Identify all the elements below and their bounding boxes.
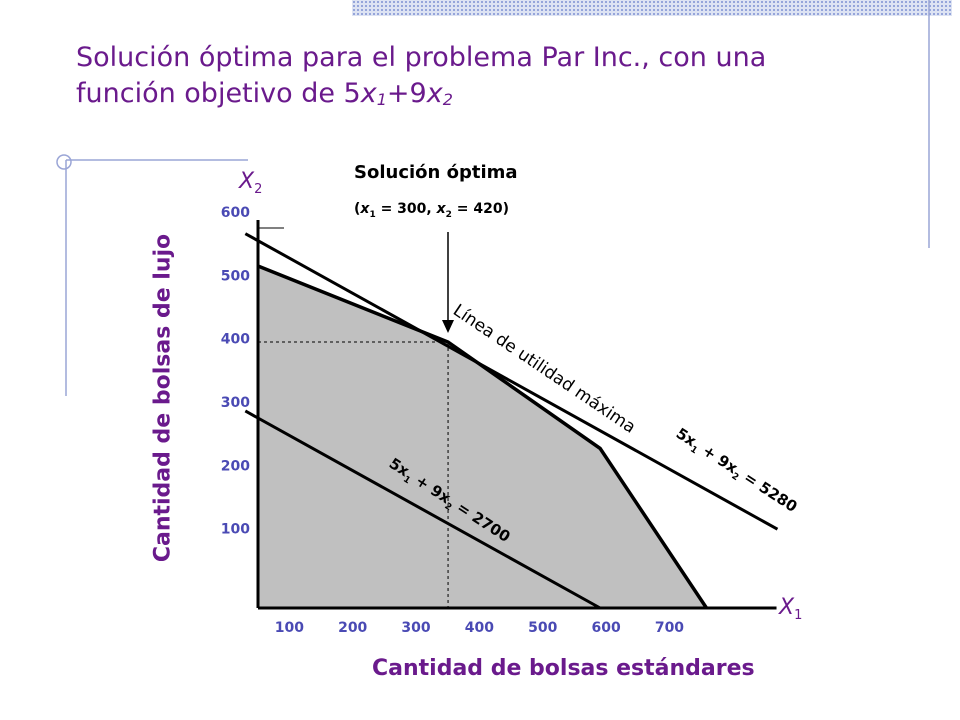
y-tick-label: 400	[221, 332, 250, 348]
y-tick-label: 200	[221, 458, 250, 474]
decorative-header-bar	[352, 0, 952, 16]
optimal-arrow-head	[442, 320, 454, 333]
optimal-solution-coords: (x1 = 300, x2 = 420)	[354, 201, 510, 220]
y-tick-label: 100	[221, 522, 250, 538]
slide-frame-circle	[56, 154, 72, 170]
x-tick-label: 400	[465, 620, 494, 636]
y-tick-label: 500	[221, 268, 250, 284]
x-axis-label: Cantidad de bolsas estándares	[372, 656, 755, 681]
title-line-1: Solución óptima para el problema Par Inc…	[76, 42, 767, 73]
x-tick-label: 500	[528, 620, 557, 636]
x-tick-label: 300	[401, 620, 430, 636]
y-axis-label: Cantidad de bolsas de lujo	[150, 233, 176, 563]
objective-line-2700	[244, 409, 601, 610]
title-mid: +9	[386, 78, 427, 109]
feasible-region	[258, 266, 707, 608]
y-axis-var: X2	[238, 169, 262, 197]
x-tick-label: 200	[338, 620, 367, 636]
x-tick-label: 700	[655, 620, 684, 636]
title-sub-1: 1	[376, 90, 387, 109]
title-var-2: x	[426, 78, 443, 109]
x-tick-label: 100	[275, 620, 304, 636]
page-title: Solución óptima para el problema Par Inc…	[76, 40, 916, 118]
title-line-2: función objetivo de 5	[76, 78, 361, 109]
y-tick-label: 300	[221, 395, 250, 411]
x-axis-var: X1	[778, 595, 802, 623]
x-tick-label: 600	[591, 620, 620, 636]
feasible-region-boundary	[257, 264, 708, 609]
title-sub-2: 2	[442, 90, 453, 109]
objective-line-5280	[244, 232, 779, 531]
title-var-1: x	[360, 78, 377, 109]
optimal-solution-heading: Solución óptima	[354, 162, 518, 183]
line-5280-label: 5x1 + 9x2 = 5280	[671, 424, 800, 518]
y-tick-label: 600	[221, 205, 250, 221]
